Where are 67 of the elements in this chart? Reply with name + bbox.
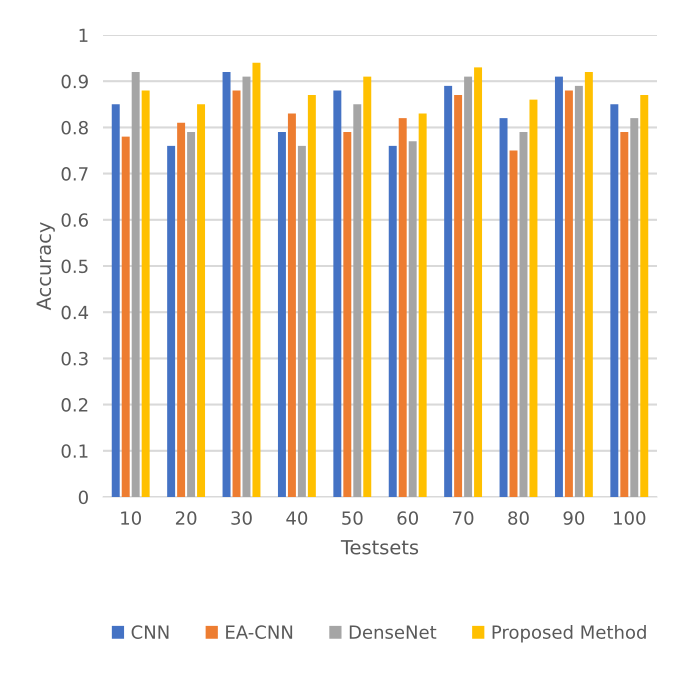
bar (353, 104, 362, 497)
bar (252, 62, 260, 497)
y-tick-label: 0.7 (62, 167, 88, 181)
x-axis-title: Testsets (340, 540, 418, 555)
bar (288, 114, 296, 497)
bar (584, 72, 593, 497)
x-tick-label: 100 (614, 511, 646, 525)
bar (363, 76, 372, 497)
bar (308, 95, 316, 497)
bar (640, 95, 648, 497)
legend-label: CNN (132, 625, 168, 639)
x-tick-label: 40 (286, 511, 308, 525)
y-tick-label: 0.4 (62, 306, 88, 320)
bar (398, 118, 407, 497)
y-tick-label: 0.8 (62, 120, 88, 135)
bar (187, 132, 196, 497)
bar (610, 104, 618, 497)
bar (620, 132, 628, 497)
x-tick-label: 60 (397, 511, 418, 525)
x-tick-label: 20 (176, 511, 196, 525)
bar (142, 90, 150, 497)
y-tick-label: 0.9 (62, 74, 88, 88)
y-axis-title: Accuracy (36, 222, 55, 310)
bar (132, 72, 140, 497)
bar (474, 67, 482, 497)
bar (529, 100, 538, 497)
bar (122, 136, 130, 497)
bar (519, 132, 528, 497)
x-tick-label: 50 (342, 511, 363, 525)
y-tick-label: 1 (80, 28, 88, 42)
bar (298, 146, 306, 497)
bar (554, 76, 563, 497)
bar (278, 132, 286, 497)
legend-label: EA-CNN (226, 625, 292, 639)
bar (408, 141, 417, 497)
bar (222, 72, 231, 497)
bar (112, 104, 120, 497)
bar (388, 146, 397, 497)
legend-label: DenseNet (350, 626, 436, 639)
x-tick-label: 10 (121, 511, 141, 525)
bar (167, 146, 176, 497)
y-tick-label: 0.6 (62, 213, 88, 227)
x-tick-label: 80 (508, 511, 529, 525)
bar (242, 76, 250, 497)
bar (343, 132, 352, 497)
y-tick-label: 0.1 (62, 444, 88, 458)
legend-label: Proposed Method (492, 624, 646, 642)
bar (232, 90, 241, 497)
y-tick-label: 0 (78, 490, 88, 504)
y-tick-label: 0.5 (62, 259, 88, 274)
bar (444, 86, 452, 497)
bar (630, 118, 638, 497)
bar (197, 104, 206, 497)
y-tick-label: 0.3 (62, 352, 88, 366)
bar (500, 118, 508, 497)
bar (177, 122, 186, 497)
bar (510, 150, 518, 497)
bar (418, 114, 427, 497)
bar (564, 90, 573, 497)
bar (333, 90, 342, 497)
bar (574, 86, 583, 497)
bar (454, 95, 462, 497)
x-tick-label: 30 (231, 511, 252, 525)
x-tick-label: 90 (564, 511, 584, 525)
bar (464, 76, 472, 497)
y-tick-label: 0.2 (62, 398, 88, 412)
x-tick-label: 70 (453, 511, 474, 525)
